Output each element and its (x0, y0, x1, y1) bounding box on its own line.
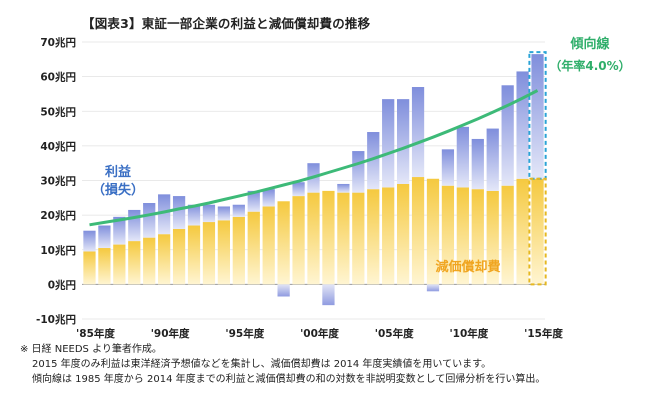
depreciation-bar (247, 211, 260, 285)
depreciation-bar (262, 206, 275, 285)
trend-line (89, 89, 539, 227)
depreciation-bar (187, 225, 201, 285)
profit-bar (158, 194, 171, 235)
y-tick-label: 60兆円 (40, 71, 76, 84)
depreciation-bar (411, 177, 425, 285)
y-tick-label: -10兆円 (36, 313, 76, 326)
profit-bar (396, 99, 410, 184)
depreciation-bar (531, 178, 544, 285)
loss-bar (426, 284, 440, 292)
depreciation-bar (337, 192, 350, 285)
profit-bar (471, 138, 484, 190)
y-tick-label: 70兆円 (40, 36, 76, 49)
y-tick-label: 10兆円 (40, 244, 76, 257)
depreciation-bar (322, 190, 335, 285)
x-tick-label: '85年度 (76, 327, 115, 340)
profit-bar (456, 126, 469, 188)
depreciation-bar (98, 248, 111, 285)
x-tick-label: '15年度 (524, 327, 563, 340)
profit-bar (262, 189, 275, 207)
profit-bar (202, 204, 216, 223)
notes: ※ 日経 NEEDS より筆者作成。 2015 年度のみ利益は東洋経済予想値など… (20, 342, 545, 387)
x-tick-label: '00年度 (300, 327, 339, 340)
highlight-depreciation-box (528, 177, 547, 286)
depreciation-bar (382, 187, 395, 285)
x-tick-label: '10年度 (449, 327, 488, 340)
profit-bar (486, 128, 499, 191)
x-tick-label: '05年度 (375, 327, 414, 340)
depreciation-bar (456, 187, 469, 285)
depreciation-bar (516, 178, 529, 285)
profit-label-sub: （損失） (92, 182, 144, 198)
profit-bar (143, 203, 156, 238)
profit-label: 利益 (105, 164, 131, 180)
depreciation-bar (426, 178, 440, 285)
depreciation-bar (277, 201, 290, 285)
y-tick-label: 20兆円 (40, 209, 76, 222)
depreciation-bar (486, 190, 499, 285)
profit-bar (531, 54, 544, 179)
depreciation-bar (128, 241, 141, 285)
depreciation-bar (441, 185, 455, 285)
profit-bar (232, 204, 245, 217)
note-source: ※ 日経 NEEDS より筆者作成。 (20, 344, 162, 355)
profit-bar (172, 196, 186, 229)
depreciation-bar (367, 189, 380, 285)
chart-title: 【図表3】東証一部企業の利益と減価償却費の推移 (82, 16, 371, 31)
x-tick-label: '95年度 (225, 327, 264, 340)
profit-bar (113, 216, 126, 245)
depreciation-bar (292, 196, 305, 285)
loss-bar (277, 284, 290, 297)
depreciation-label: 減価償却費 (435, 259, 500, 275)
depreciation-bar (396, 183, 410, 285)
profit-bar (217, 206, 231, 221)
depreciation-bar (232, 216, 245, 285)
y-tick-label: 40兆円 (40, 140, 76, 153)
loss-bar (322, 284, 335, 306)
depreciation-bar (83, 251, 96, 285)
depreciation-bar (143, 237, 156, 285)
profit-bar (441, 149, 455, 186)
depreciation-bar (113, 244, 126, 285)
depreciation-bar (501, 185, 514, 285)
profit-bar (382, 99, 395, 188)
trend-rate-label: （年率4.0%） (549, 58, 630, 73)
depreciation-bar (352, 192, 365, 285)
depreciation-bar (172, 228, 186, 285)
profit-bar (367, 132, 380, 190)
profit-bar (337, 183, 350, 193)
profit-bar (501, 85, 514, 186)
profit-bar (83, 230, 96, 252)
note-trend: 傾向線は 1985 年度から 2014 年度までの利益と減価償却費の和の対数を非… (32, 374, 546, 385)
highlight-profit-box (528, 51, 547, 180)
depreciation-bar (202, 222, 216, 285)
note-2015: 2015 年度のみ利益は東洋経済予想値などを集計し、減価償却費は 2014 年度… (32, 359, 492, 370)
chart: 70兆円 60兆円 50兆円 40兆円 30兆円 20兆円 10兆円 0兆円 -10兆円'85年… (36, 36, 631, 340)
depreciation-bar (471, 189, 484, 285)
depreciation-bar (307, 192, 320, 285)
profit-bar (411, 87, 425, 178)
profit-bar (352, 151, 365, 193)
profit-bar (128, 209, 141, 242)
profit-bar (187, 204, 201, 226)
profit-bar (247, 190, 260, 212)
x-tick-label: '90年度 (151, 327, 190, 340)
y-tick-label: 50兆円 (40, 105, 76, 118)
y-tick-label: 0兆円 (48, 278, 76, 291)
depreciation-bar (158, 234, 171, 285)
y-tick-label: 30兆円 (40, 175, 76, 188)
profit-bar (292, 182, 305, 197)
profit-bar (516, 71, 529, 179)
trend-label: 傾向線 (569, 36, 610, 52)
profit-bar (98, 225, 111, 249)
depreciation-bar (217, 220, 231, 285)
